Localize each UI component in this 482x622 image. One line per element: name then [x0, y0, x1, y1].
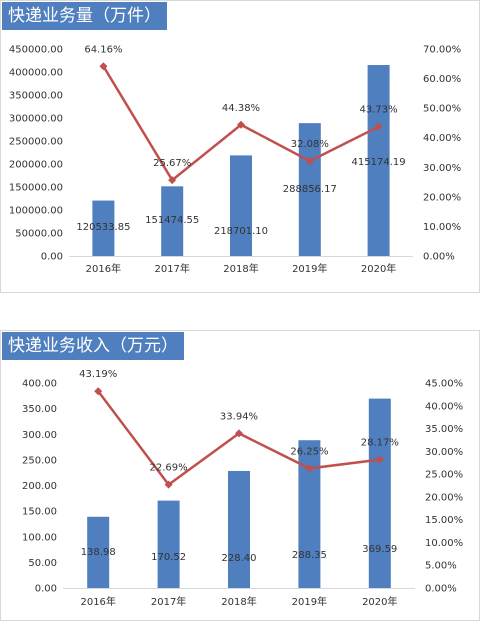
y-right-tick-label: 40.00% [425, 401, 463, 412]
y-right-tick-label: 0.00% [425, 584, 457, 595]
x-tick-label: 2017年 [154, 262, 189, 275]
y-left-tick-label: 50.00 [28, 558, 57, 569]
bar [161, 186, 184, 256]
line-point [99, 62, 108, 71]
chart-panel-revenue: 快递业务收入（万元） 0.00 50.00 100.00 150.00 200.00 25… [0, 330, 480, 621]
y-left-tick-label: 350.00 [22, 404, 57, 415]
chart-revenue: 0.00 50.00 100.00 150.00 200.00 250.00 300.00 3… [22, 369, 463, 608]
y-right-tick-label: 70.00% [423, 45, 461, 56]
bar-value-label: 288856.17 [283, 184, 337, 195]
bar-value-label: 415174.19 [352, 157, 406, 168]
y-left-tick-label: 300.00 [22, 430, 57, 441]
line-point [375, 455, 384, 464]
line-value-label: 43.19% [79, 369, 117, 380]
y-left-tick-label: 150.00 [22, 507, 57, 518]
line-point [374, 122, 383, 131]
line-point [164, 480, 173, 489]
line-point [305, 157, 314, 166]
y-left-tick-label: 100000.00 [9, 206, 63, 217]
line-value-label: 28.17% [361, 438, 399, 449]
bar [92, 200, 115, 256]
y-left-tick-label: 300000.00 [9, 114, 63, 125]
y-left-tick-label: 400.00 [22, 379, 57, 390]
bar-value-label: 170.52 [151, 552, 186, 563]
line-point [305, 464, 314, 473]
line-value-label: 22.69% [150, 463, 188, 474]
x-tick-label: 2018年 [223, 262, 258, 275]
x-tick-label: 2019年 [292, 262, 327, 275]
y-right-tick-label: 10.00% [423, 222, 461, 233]
line-value-label: 43.73% [360, 105, 398, 116]
line-point [235, 429, 243, 438]
x-tick-label: 2017年 [151, 595, 186, 608]
y-right-tick-label: 60.00% [423, 74, 461, 85]
bar [228, 470, 250, 588]
line-value-label: 25.67% [153, 158, 191, 169]
line-point [237, 120, 245, 129]
line-value-label: 26.25% [290, 446, 328, 457]
x-tick-label: 2019年 [292, 595, 327, 608]
chart-title-volume: 快递业务量（万件） [2, 2, 167, 30]
x-tick-label: 2018年 [221, 595, 256, 608]
y-left-tick-label: 200000.00 [9, 160, 63, 171]
line-value-label: 64.16% [84, 44, 122, 55]
y-right-tick-label: 15.00% [425, 515, 463, 526]
x-tick-label: 2016年 [80, 595, 115, 608]
y-left-tick-label: 250000.00 [9, 137, 63, 148]
line-value-label: 33.94% [220, 411, 258, 422]
line-value-label: 32.08% [291, 139, 329, 150]
y-right-tick-label: 40.00% [423, 133, 461, 144]
bar-value-label: 138.98 [81, 547, 116, 558]
chart-panel-volume: 快递业务量（万件） 0.00 50000.00 100000.00 150000.00… [0, 0, 480, 293]
y-left-tick-label: 450000.00 [9, 45, 63, 56]
bar-value-label: 218701.10 [214, 226, 268, 237]
y-right-tick-label: 10.00% [425, 538, 463, 549]
x-tick-label: 2020年 [362, 595, 397, 608]
y-right-tick-label: 5.00% [425, 561, 457, 572]
y-right-tick-label: 35.00% [425, 424, 463, 435]
growth-line [97, 390, 380, 487]
y-left-tick-label: 350000.00 [9, 91, 63, 102]
y-right-tick-label: 30.00% [425, 447, 463, 458]
bar [298, 440, 321, 588]
line-value-label: 44.38% [222, 103, 260, 114]
y-left-tick-label: 100.00 [22, 532, 57, 543]
bar [157, 500, 180, 588]
y-right-tick-label: 30.00% [423, 163, 461, 174]
chart-title-revenue: 快递业务收入（万元） [2, 332, 184, 360]
bar-value-label: 228.40 [222, 553, 257, 564]
chart-volume: 0.00 50000.00 100000.00 150000.00 200000.00 2… [9, 44, 461, 275]
y-right-tick-label: 45.00% [425, 379, 463, 390]
y-left-tick-label: 150000.00 [9, 183, 63, 194]
bar [368, 398, 391, 588]
y-right-tick-label: 25.00% [425, 470, 463, 481]
line-point [94, 387, 103, 396]
bar [367, 65, 390, 257]
bar-value-label: 120533.85 [76, 222, 130, 233]
bar-value-label: 288.35 [292, 550, 327, 561]
y-left-tick-label: 200.00 [22, 481, 57, 492]
bar [87, 516, 110, 588]
y-left-tick-label: 250.00 [22, 455, 57, 466]
x-tick-label: 2016年 [86, 262, 121, 275]
bar [298, 123, 321, 256]
bar [230, 155, 252, 256]
bar-value-label: 369.59 [362, 544, 397, 555]
x-tick-label: 2020年 [361, 262, 396, 275]
y-right-tick-label: 0.00% [423, 252, 455, 263]
y-right-tick-label: 50.00% [423, 104, 461, 115]
bar-value-label: 151474.55 [145, 215, 199, 226]
y-right-tick-label: 20.00% [425, 492, 463, 503]
y-left-tick-label: 0.00 [35, 584, 57, 595]
y-left-tick-label: 0.00 [41, 252, 63, 263]
y-left-tick-label: 400000.00 [9, 68, 63, 79]
y-left-tick-label: 50000.00 [15, 229, 63, 240]
line-point [168, 176, 177, 185]
y-right-tick-label: 20.00% [423, 192, 461, 203]
